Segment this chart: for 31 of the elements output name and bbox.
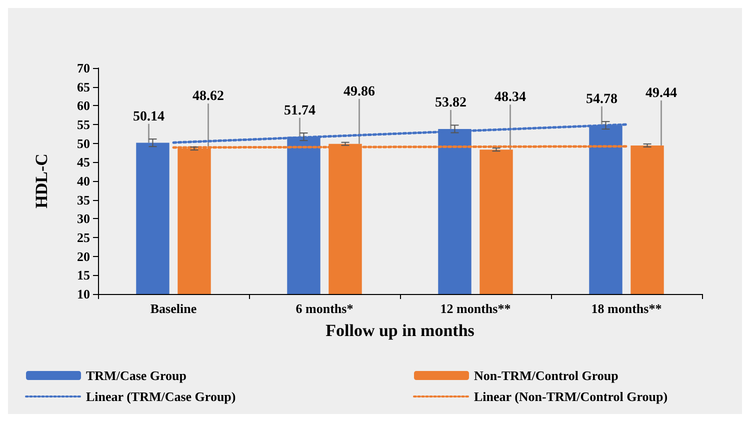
x-tick-label: Baseline [150, 301, 197, 316]
data-label: 49.44 [646, 86, 678, 101]
data-label: 50.14 [132, 109, 164, 124]
legend-label: Linear (TRM/Case Group) [86, 389, 236, 404]
y-tick-label: 35 [77, 192, 90, 208]
data-label: 48.34 [494, 90, 526, 106]
y-tick-label: 60 [77, 98, 90, 114]
legend-label: Linear (Non-TRM/Control Group) [474, 389, 668, 404]
data-label: 51.74 [284, 103, 316, 118]
y-tick-label: 30 [77, 211, 90, 226]
legend-label: TRM/Case Group [86, 368, 187, 383]
y-tick-label: 45 [77, 154, 90, 170]
y-tick-label: 55 [77, 117, 90, 132]
y-tick-label: 40 [77, 174, 90, 188]
x-axis-title: Follow up in months [326, 321, 475, 340]
x-tick-label: 12 months** [440, 301, 511, 316]
data-label: 53.82 [434, 95, 466, 110]
y-tick-label: 10 [77, 286, 90, 302]
data-label: 48.62 [192, 89, 224, 104]
legend-label: Non-TRM/Control Group [474, 368, 618, 383]
data-label: 54.78 [586, 92, 618, 107]
y-tick-label: 20 [77, 248, 90, 264]
y-tick-label: 15 [77, 268, 90, 283]
y-tick-label: 70 [77, 60, 90, 76]
y-tick-label: 65 [77, 79, 90, 94]
y-tick-label: 50 [77, 136, 90, 151]
y-axis-title: HDL-C [32, 154, 51, 208]
y-tick-label: 25 [77, 230, 90, 245]
x-tick-label: 18 months** [591, 301, 662, 316]
data-label: 49.86 [344, 84, 376, 100]
x-tick-label: 6 months* [296, 301, 354, 316]
